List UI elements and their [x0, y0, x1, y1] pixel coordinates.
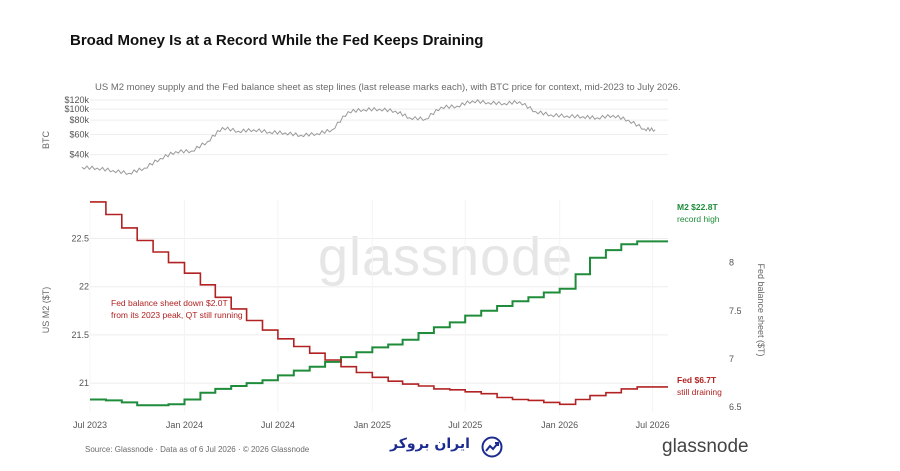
source-note: Source: Glassnode · Data as of 6 Jul 202…	[85, 445, 310, 454]
m2-end-label: M2 $22.8T	[677, 202, 718, 212]
watermark: glassnode	[318, 227, 574, 287]
fed-tick-label: 7.5	[729, 306, 742, 316]
glassnode-brand: glassnode	[662, 436, 749, 457]
m2-tick-label: 22	[79, 282, 89, 292]
x-tick-label: Jul 2023	[73, 420, 107, 430]
fed-tick-label: 8	[729, 258, 734, 268]
m2-tick-label: 21.5	[71, 330, 89, 340]
btc-tick-label: $100k	[64, 104, 89, 114]
x-tick-label: Jan 2025	[354, 420, 391, 430]
x-tick-label: Jan 2024	[166, 420, 203, 430]
btc-tick-label: $40k	[69, 150, 89, 160]
fed-drain-annotation-note: from its 2023 peak, QT still running	[111, 310, 243, 320]
x-tick-label: Jul 2024	[261, 420, 295, 430]
trend-arrow-icon	[481, 436, 503, 458]
fed-drain-annotation: Fed balance sheet down $2.0T	[111, 298, 228, 308]
fed-axis-title: Fed balance sheet ($T)	[756, 263, 766, 356]
btc-axis-title: BTC	[41, 130, 51, 149]
iran-broker-logo-text: ایران بروکر	[390, 436, 470, 452]
fed-end-note: still draining	[677, 387, 722, 397]
fed-tick-label: 7	[729, 354, 734, 364]
m2-step-line	[90, 240, 668, 407]
iran-broker-logo: ایران بروکر	[390, 436, 505, 458]
m2-end-note: record high	[677, 214, 720, 224]
m2-tick-label: 21	[79, 378, 89, 388]
x-tick-label: Jul 2026	[636, 420, 670, 430]
x-tick-label: Jul 2025	[448, 420, 482, 430]
btc-tick-label: $120k	[64, 95, 89, 105]
btc-tick-label: $60k	[69, 129, 89, 139]
btc-tick-label: $80k	[69, 115, 89, 125]
chart-subtitle: US M2 money supply and the Fed balance s…	[95, 82, 681, 93]
chart-title: Broad Money Is at a Record While the Fed…	[70, 32, 484, 49]
m2-axis-title: US M2 ($T)	[41, 287, 51, 334]
fed-end-label: Fed $6.7T	[677, 375, 717, 385]
x-tick-label: Jan 2026	[541, 420, 578, 430]
m2-tick-label: 22.5	[71, 234, 89, 244]
fed-step-line	[90, 201, 668, 406]
fed-tick-label: 6.5	[729, 402, 742, 412]
btc-price-line	[81, 99, 656, 176]
